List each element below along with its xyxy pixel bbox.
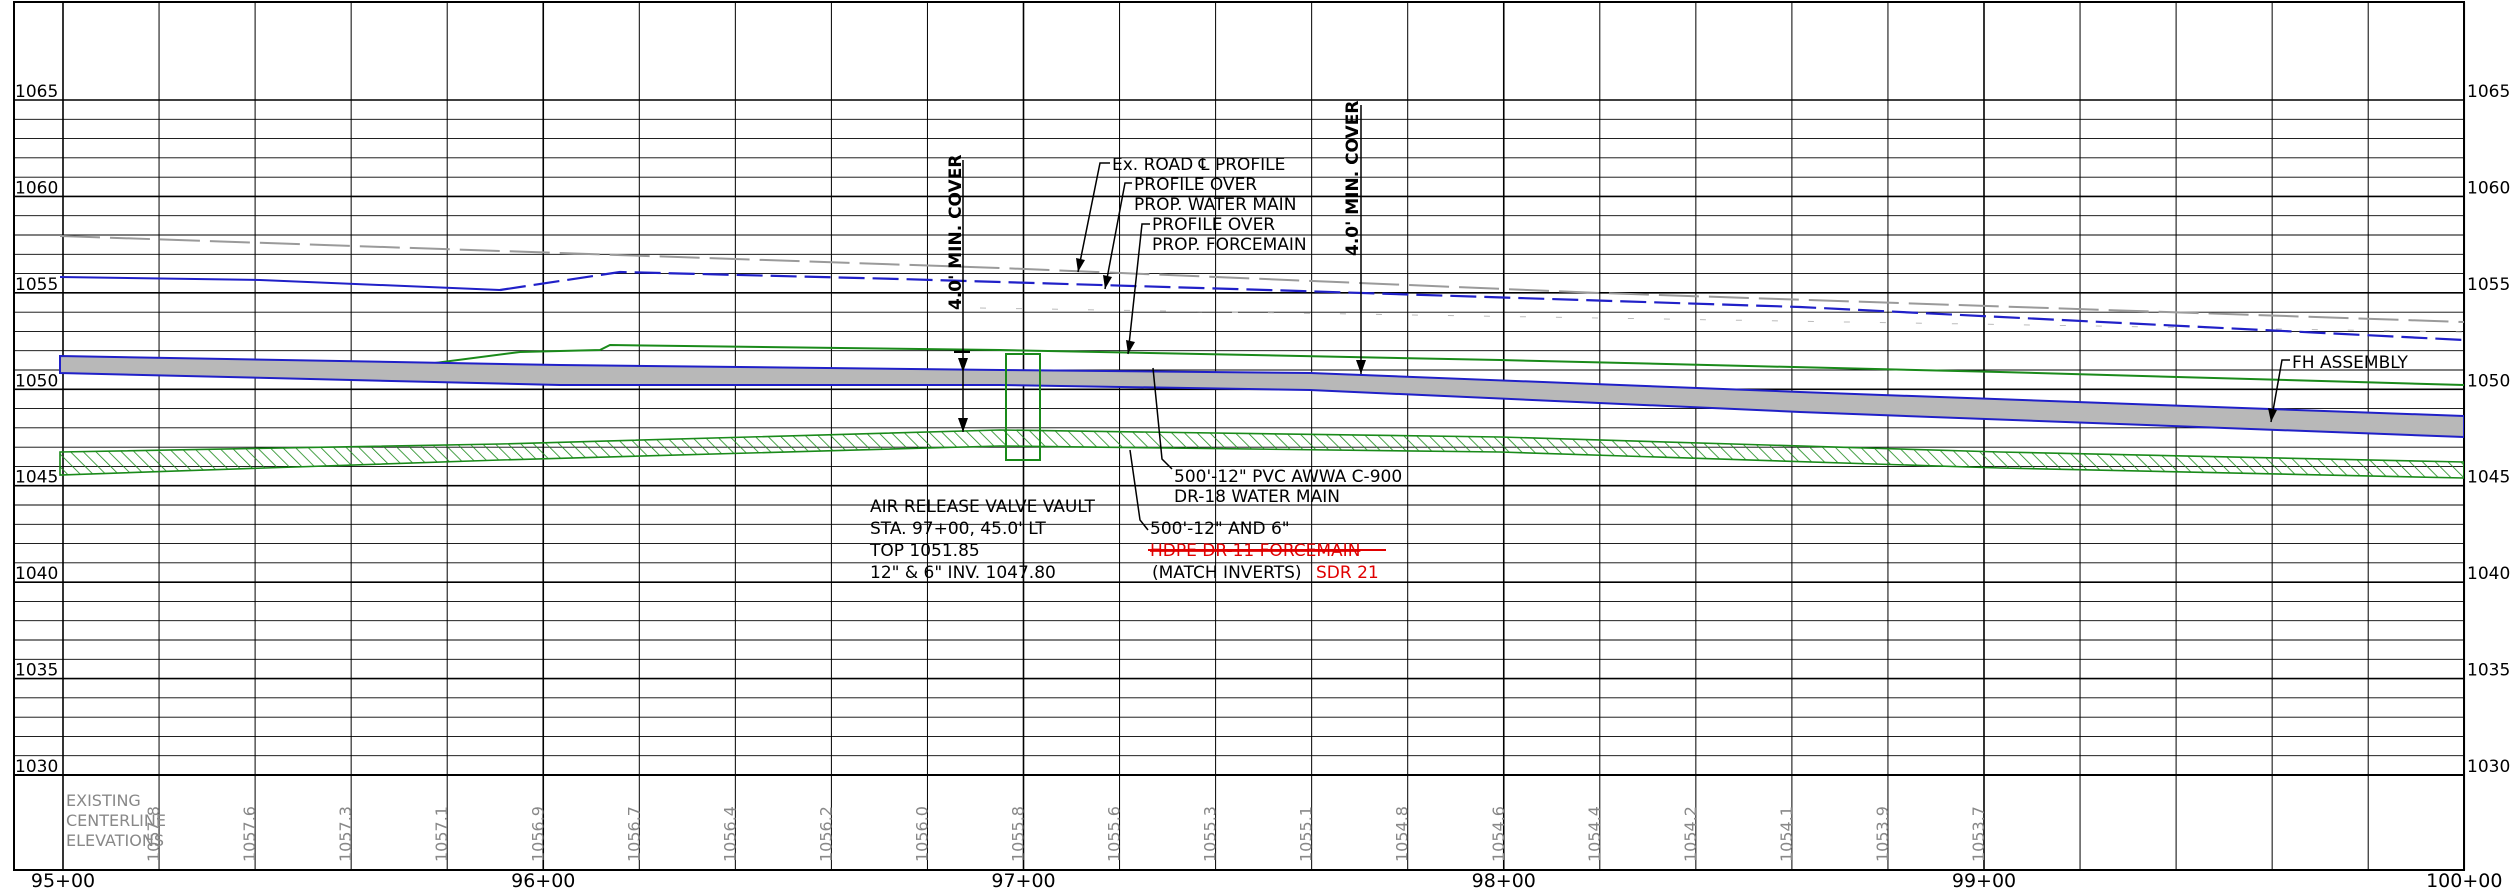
pipe-band [59, 354, 2464, 439]
callout-arv-3: TOP 1051.85 [869, 541, 980, 561]
leader-pvc [1152, 367, 1173, 470]
centerline-elevation-value: 1054.2 [1681, 806, 1700, 862]
centerline-elevation-value: 1055.8 [1009, 806, 1028, 862]
elevation-label-right: 1065 [2467, 82, 2510, 102]
station-label: 97+00 [991, 870, 1055, 888]
cover-note-right: 4.0' MIN. COVER [1343, 101, 1363, 256]
callout-sdr: SDR 21 [1316, 563, 1379, 583]
elevation-label-left: 1050 [15, 371, 58, 391]
callout-profile-force-2: PROP. FORCEMAIN [1152, 235, 1307, 255]
callout-profile-force-1: PROFILE OVER [1152, 215, 1275, 235]
elevation-label-left: 1060 [15, 178, 58, 198]
callout-hdpe-1: 500'-12" AND 6" [1150, 519, 1290, 539]
centerline-elevation-value: 1054.1 [1777, 806, 1796, 862]
elevation-label-left: 1065 [15, 82, 58, 102]
leader-hdpe [1129, 449, 1149, 531]
station-label: 96+00 [511, 870, 575, 888]
callout-profile-water-1: PROFILE OVER [1134, 175, 1257, 195]
existing-road-profile-line [59, 235, 2464, 323]
leader-road-profile [1077, 162, 1110, 273]
leader-water-main [1104, 182, 1132, 290]
water-main-profile-dashed [499, 270, 2464, 342]
callout-arv-1: AIR RELEASE VALVE VAULT [870, 497, 1095, 517]
centerline-elevation-value: 1054.6 [1489, 806, 1508, 862]
centerline-elevation-value: 1056.2 [816, 806, 835, 862]
elevation-labels-right: 1065 1060 1055 1050 1045 1040 1035 1030 [2467, 82, 2510, 777]
centerline-elevation-value: 1053.7 [1969, 806, 1988, 862]
station-label: 100+00 [2426, 870, 2502, 888]
elevation-label-left: 1030 [15, 757, 58, 777]
callout-arv-2: STA. 97+00, 45.0' LT [870, 519, 1046, 539]
centerline-elevation-value: 1056.7 [624, 806, 643, 862]
elevation-label-right: 1045 [2467, 468, 2510, 488]
profile-drawing [59, 105, 2464, 531]
elevation-label-right: 1040 [2467, 564, 2510, 584]
station-label: 98+00 [1472, 870, 1536, 888]
centerline-elevation-value: 1055.1 [1297, 806, 1316, 862]
elevation-label-left: 1035 [15, 661, 58, 681]
centerline-elevation-value: 1057.8 [144, 806, 163, 862]
callout-hdpe-3: (MATCH INVERTS) [1152, 563, 1302, 583]
centerline-elevation-value: 1057.1 [432, 806, 451, 862]
callout-pvc-2: DR-18 WATER MAIN [1174, 487, 1340, 507]
elevation-label-right: 1050 [2467, 371, 2510, 391]
centerline-elevations: 1057.8 1057.6 1057.3 1057.1 1056.9 1056.7 1056… [144, 806, 1988, 862]
callout-fh-assembly: FH ASSEMBLY [2292, 353, 2408, 373]
centerline-elevation-value: 1054.8 [1393, 806, 1412, 862]
existing-centerline-label-3: ELEVATIONS [66, 831, 164, 850]
elevation-label-left: 1055 [15, 275, 58, 295]
leader-fh-assembly [2270, 359, 2290, 423]
forcemain-hatch [59, 429, 2464, 479]
centerline-elevation-value: 1055.6 [1105, 806, 1124, 862]
centerline-elevation-value: 1057.6 [240, 806, 259, 862]
existing-centerline-label-1: EXISTING [66, 791, 141, 810]
elevation-label-left: 1040 [15, 564, 58, 584]
callout-arv-4: 12" & 6" INV. 1047.80 [870, 563, 1056, 583]
callout-pvc-1: 500'-12" PVC AWWA C-900 [1174, 467, 1402, 487]
leader-forcemain [1127, 223, 1150, 355]
centerline-elevation-value: 1055.3 [1201, 806, 1220, 862]
elevation-labels-left: 1065 1060 1055 1050 1045 1040 1035 1030 [15, 82, 58, 777]
elevation-label-right: 1055 [2467, 275, 2510, 295]
cover-note-left: 4.0' MIN. COVER [946, 155, 966, 310]
centerline-elevation-value: 1053.9 [1873, 806, 1892, 862]
station-label: 99+00 [1952, 870, 2016, 888]
water-main-profile-solid [59, 276, 501, 291]
station-label: 95+00 [31, 870, 95, 888]
centerline-elevation-value: 1056.4 [720, 806, 739, 862]
centerline-elevation-value: 1057.3 [336, 806, 355, 862]
station-labels: 95+00 96+00 97+00 98+00 99+00 100+00 [31, 870, 2503, 888]
elevation-label-right: 1060 [2467, 178, 2510, 198]
elevation-label-left: 1045 [15, 468, 58, 488]
callout-profile-water-2: PROP. WATER MAIN [1134, 195, 1296, 215]
elevation-label-right: 1030 [2467, 757, 2510, 777]
air-release-valve-vault [1005, 353, 1041, 461]
centerline-elevation-value: 1056.9 [528, 806, 547, 862]
callout-road-profile: Ex. ROAD ℄ PROFILE [1112, 155, 1285, 175]
centerline-elevation-value: 1054.4 [1585, 806, 1604, 862]
centerline-elevation-value: 1056.0 [912, 806, 931, 862]
existing-centerline-label-2: CENTERLINE [66, 811, 166, 830]
elevation-label-right: 1035 [2467, 661, 2510, 681]
